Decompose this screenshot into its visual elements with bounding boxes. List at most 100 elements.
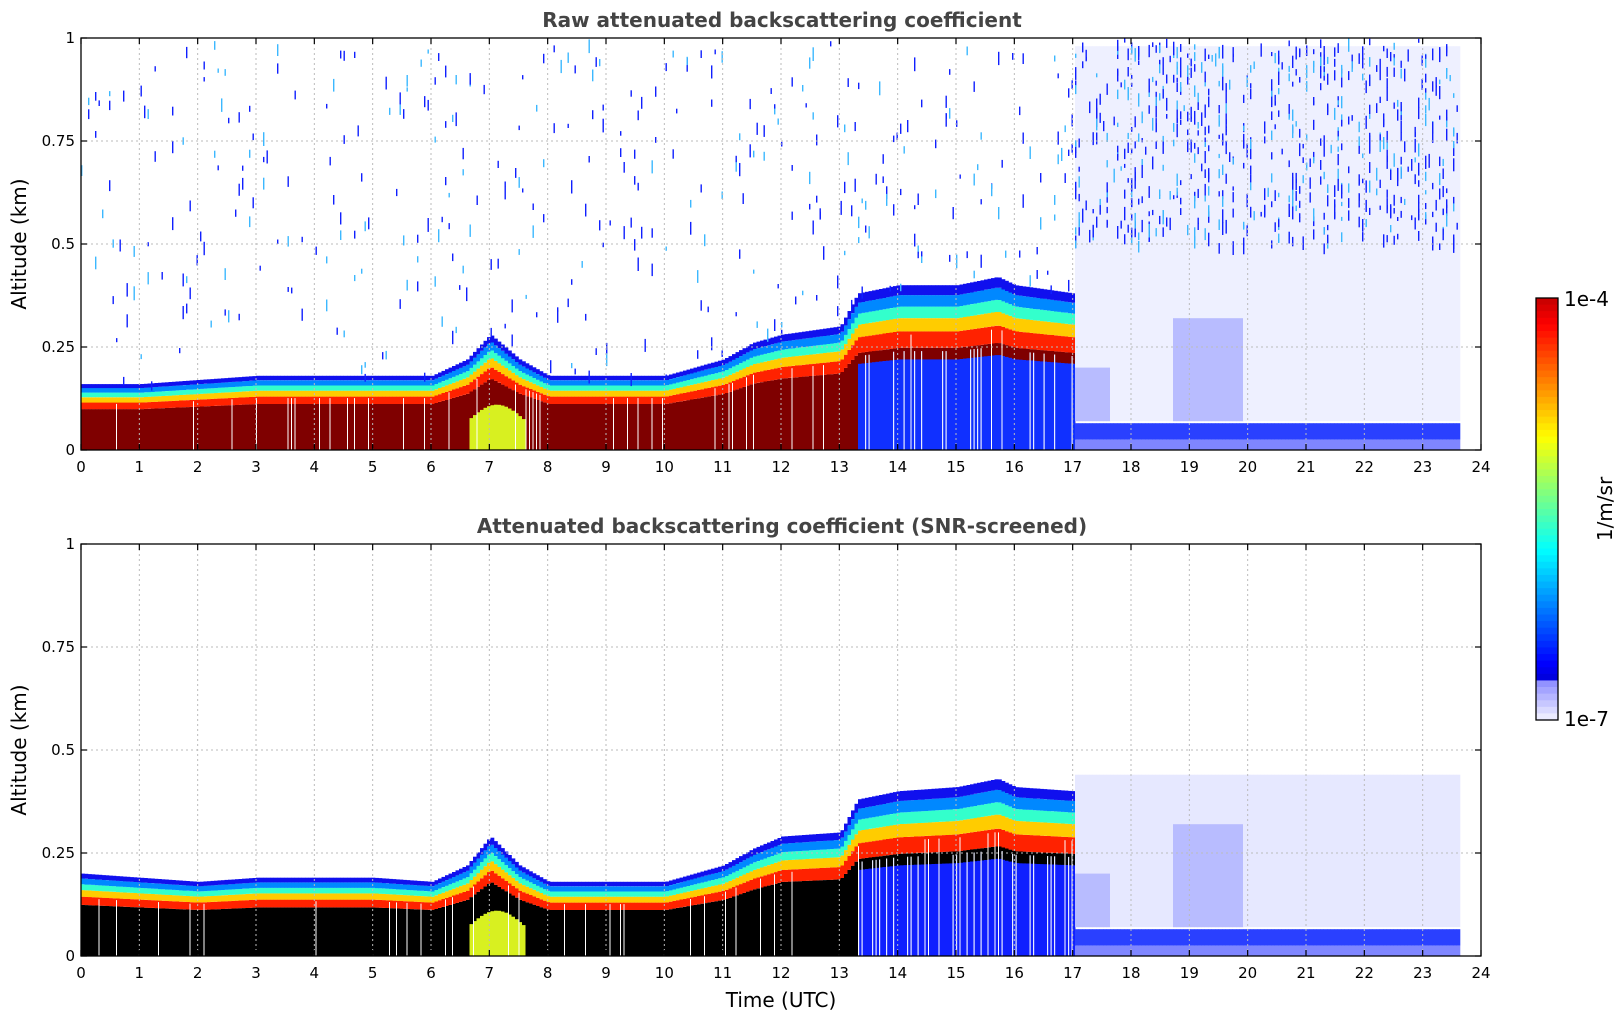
colorbar-step bbox=[1536, 594, 1558, 602]
x-tick-label: 16 bbox=[1005, 458, 1024, 476]
x-tick-label: 21 bbox=[1296, 964, 1315, 982]
heatmap-raw bbox=[81, 38, 1461, 450]
x-tick-label: 8 bbox=[543, 458, 553, 476]
x-tick-label: 15 bbox=[946, 458, 965, 476]
x-tick-label: 15 bbox=[946, 964, 965, 982]
x-tick-label: 10 bbox=[655, 964, 674, 982]
y-tick-label: 0 bbox=[65, 441, 75, 459]
colorbar-step bbox=[1536, 680, 1558, 688]
colorbar-step bbox=[1536, 528, 1558, 536]
colorbar-step bbox=[1536, 561, 1558, 569]
x-tick-label: 6 bbox=[426, 458, 436, 476]
x-tick-label: 18 bbox=[1121, 964, 1140, 982]
colorbar-step bbox=[1536, 495, 1558, 503]
colorbar-step bbox=[1536, 522, 1558, 530]
x-tick-label: 23 bbox=[1413, 458, 1432, 476]
colorbar-step bbox=[1536, 535, 1558, 543]
panel-raw-backscatter: Raw attenuated backscattering coefficien… bbox=[7, 8, 1491, 476]
y-tick-label: 0.75 bbox=[42, 638, 75, 656]
colorbar-step bbox=[1536, 370, 1558, 378]
x-tick-label: 13 bbox=[830, 964, 849, 982]
x-tick-label: 16 bbox=[1005, 964, 1024, 982]
x-tick-label: 20 bbox=[1238, 458, 1257, 476]
x-tick-label: 18 bbox=[1121, 458, 1140, 476]
colorbar-step bbox=[1536, 574, 1558, 583]
y-axis-label-raw: Altitude (km) bbox=[7, 178, 31, 309]
x-tick-label: 11 bbox=[713, 964, 732, 982]
colorbar-step bbox=[1536, 693, 1558, 701]
colorbar-step bbox=[1536, 706, 1558, 714]
x-tick-label: 19 bbox=[1180, 964, 1199, 982]
x-tick-label: 7 bbox=[485, 964, 495, 982]
colorbar-step bbox=[1536, 607, 1558, 616]
colorbar-step bbox=[1536, 647, 1558, 655]
x-tick-label: 5 bbox=[368, 964, 378, 982]
x-tick-label: 14 bbox=[888, 964, 907, 982]
grid-screened bbox=[81, 544, 1481, 956]
x-tick-label: 21 bbox=[1296, 458, 1315, 476]
colorbar-step bbox=[1536, 456, 1558, 464]
colorbar-step bbox=[1536, 337, 1558, 345]
colorbar-step bbox=[1536, 700, 1558, 708]
colorbar-step bbox=[1536, 687, 1558, 695]
colorbar-step bbox=[1536, 410, 1558, 418]
panel-title-screened: Attenuated backscattering coefficient (S… bbox=[477, 514, 1087, 538]
x-tick-label: 19 bbox=[1180, 458, 1199, 476]
colorbar-step bbox=[1536, 462, 1558, 471]
colorbar-step bbox=[1536, 403, 1558, 411]
colorbar-step bbox=[1536, 317, 1558, 325]
y-tick-label: 0.25 bbox=[42, 844, 75, 862]
colorbar-step bbox=[1536, 377, 1558, 385]
x-tick-label: 6 bbox=[426, 964, 436, 982]
panel-title-raw: Raw attenuated backscattering coefficien… bbox=[542, 8, 1022, 32]
colorbar-step bbox=[1536, 581, 1558, 589]
x-tick-label: 23 bbox=[1413, 964, 1432, 982]
colorbar-step bbox=[1536, 330, 1558, 339]
colorbar-step bbox=[1536, 423, 1558, 431]
x-tick-label: 13 bbox=[830, 458, 849, 476]
y-axis-label-screened: Altitude (km) bbox=[7, 684, 31, 815]
colorbar-step bbox=[1536, 548, 1558, 556]
colorbar-step bbox=[1536, 476, 1558, 484]
x-tick-label: 7 bbox=[485, 458, 495, 476]
x-tick-label: 0 bbox=[76, 964, 86, 982]
y-tick-label: 1 bbox=[65, 29, 75, 47]
colorbar-max-label: 1e-4 bbox=[1564, 287, 1609, 311]
y-tick-label: 0.5 bbox=[51, 235, 75, 253]
colorbar-step bbox=[1536, 509, 1558, 517]
colorbar-step bbox=[1536, 588, 1558, 596]
x-tick-label: 0 bbox=[76, 458, 86, 476]
y-tick-label: 0.25 bbox=[42, 338, 75, 356]
x-tick-label: 12 bbox=[771, 964, 790, 982]
colorbar-step bbox=[1536, 621, 1558, 629]
colorbar-step bbox=[1536, 363, 1558, 372]
x-tick-label: 4 bbox=[310, 964, 320, 982]
ticks-screened: 0 1 2 3 4 5 6 7 8 9 10 11 12 13 14 15 16 17 18 19 20 21 22 23 24… bbox=[42, 535, 1491, 982]
colorbar-step bbox=[1536, 304, 1558, 312]
colorbar-step bbox=[1536, 357, 1558, 365]
colorbar-step bbox=[1536, 627, 1558, 635]
colorbar-step bbox=[1536, 541, 1558, 550]
colorbar-step bbox=[1536, 416, 1558, 424]
colorbar-step bbox=[1536, 568, 1558, 576]
x-tick-label: 24 bbox=[1471, 458, 1490, 476]
colorbar-step bbox=[1536, 436, 1558, 444]
x-tick-label: 3 bbox=[251, 458, 261, 476]
colorbar-step bbox=[1536, 667, 1558, 675]
colorbar-step bbox=[1536, 383, 1558, 391]
x-axis-label-time: Time (UTC) bbox=[725, 988, 837, 1012]
colorbar-step bbox=[1536, 443, 1558, 451]
grid-raw bbox=[81, 38, 1481, 450]
colorbar-step bbox=[1536, 449, 1558, 457]
y-tick-label: 0 bbox=[65, 947, 75, 965]
x-tick-label: 24 bbox=[1471, 964, 1490, 982]
colorbar-step bbox=[1536, 344, 1558, 352]
colorbar-step bbox=[1536, 601, 1558, 609]
x-tick-label: 10 bbox=[655, 458, 674, 476]
colorbar-step bbox=[1536, 489, 1558, 497]
y-tick-label: 1 bbox=[65, 535, 75, 553]
colorbar: 1e-4 1e-7 1/m/sr bbox=[1535, 287, 1617, 731]
colorbar-step bbox=[1536, 350, 1558, 358]
heatmap-screened bbox=[81, 774, 1461, 956]
x-tick-label: 9 bbox=[601, 458, 611, 476]
